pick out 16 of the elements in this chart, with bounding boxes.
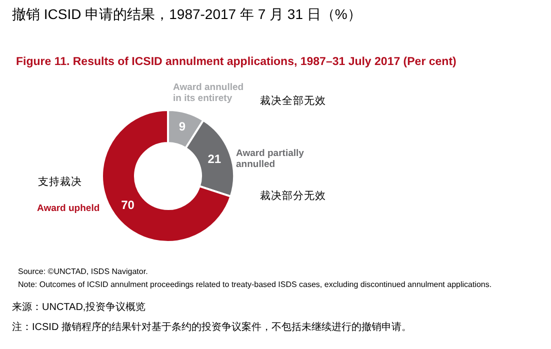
- slice-label: Award partially annulled: [236, 148, 305, 170]
- source-note: Source: ©UNCTAD, ISDS Navigator.: [18, 267, 148, 276]
- donut-slice: [101, 109, 232, 243]
- text: 裁决全部无效: [260, 94, 326, 107]
- text: 注：ICSID 撤销程序的结果针对基于条约的投资争议案件，不包括未继续进行的撤销申请。: [12, 321, 412, 333]
- slice-label: Award annulled in its entirety: [173, 82, 245, 104]
- source-note: 来源：UNCTAD,投资争议概览: [12, 301, 146, 313]
- data-label: 9: [178, 119, 186, 134]
- text: 支持裁决: [38, 175, 82, 188]
- chart-subtitle: Figure 11. Results of ICSID annulment applications, 1987–31 July 2017 (Per cent): [16, 56, 457, 68]
- chart-title: 撤销 ICSID 申请的结果，1987-2017 年 7 月 31 日（%）: [12, 6, 362, 22]
- text: 裁决部分无效: [260, 189, 326, 202]
- text: Note: Outcomes of ICSID annulment proceedings related to treaty-based ISDS cases, excluding discontinued annulment applications.: [18, 280, 492, 289]
- slice-label: Award upheld: [37, 203, 100, 214]
- data-label: 70: [121, 198, 135, 212]
- data-label: 21: [208, 152, 222, 166]
